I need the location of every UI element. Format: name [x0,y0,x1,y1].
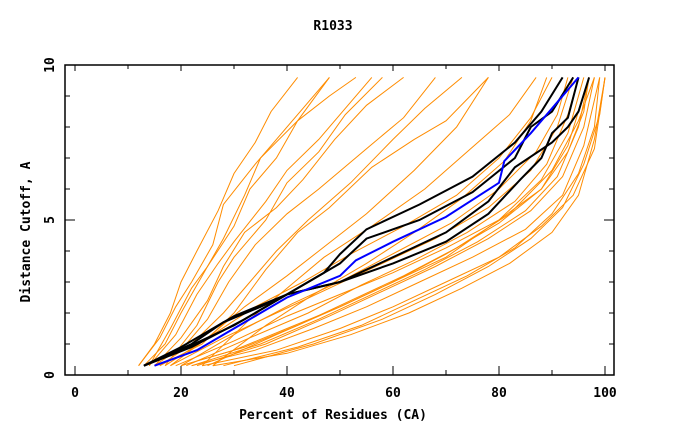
y-axis-label: Distance Cutoff, A [19,161,34,302]
x-axis-ticks: 0 20 40 60 80 100 [71,65,617,401]
series-line-orange-7 [159,77,463,367]
series-line-orange-18 [196,77,595,367]
series-line-orange-9 [170,77,489,367]
series-line-black-4 [143,77,591,367]
series-line-orange-27 [201,77,537,367]
series-line-orange-17 [186,77,579,367]
series-line-orange-13 [191,77,590,367]
series-line-orange-2 [138,77,330,367]
chart-title: R1033 [313,19,352,34]
y-tick-label: 0 [43,371,58,379]
series-line-orange-11 [180,77,595,367]
x-tick-label: 60 [385,386,401,401]
series-line-orange-24 [207,77,590,367]
orange-model-lines [138,76,606,367]
series-line-orange-10 [180,77,585,367]
series-line-black-3 [143,77,580,367]
series-line-orange-5 [154,77,404,367]
series-line-black-2 [143,76,575,367]
y-axis-ticks: 0 5 10 [43,57,614,379]
series-line-orange-19 [212,77,606,367]
series-line-orange-14 [202,77,606,367]
series-line-orange-1 [138,77,298,366]
series-line-orange-8 [159,77,489,367]
x-axis-label: Percent of Residues (CA) [239,408,427,423]
series-line-orange-21 [164,77,553,367]
series-line-orange-16 [175,77,590,367]
series-line-orange-23 [233,77,606,367]
x-tick-label: 80 [491,386,507,401]
x-tick-label: 40 [279,386,295,401]
x-tick-label: 0 [71,386,79,401]
x-tick-label: 20 [173,386,189,401]
series-line-orange-12 [191,77,601,367]
series-line-blue-1 [154,76,580,367]
highlighted-model-lines [143,76,591,367]
series-line-orange-26 [164,77,383,367]
y-tick-label: 5 [43,216,58,224]
series-line-orange-3 [143,76,357,367]
series-line-orange-4 [148,77,373,367]
series-line-orange-6 [154,77,436,367]
x-tick-label: 100 [593,386,617,401]
y-tick-label: 10 [43,57,58,73]
series-line-orange-20 [223,77,601,367]
series-line-orange-22 [180,77,569,367]
series-line-orange-25 [148,77,330,366]
series-line-black-1 [143,76,564,367]
